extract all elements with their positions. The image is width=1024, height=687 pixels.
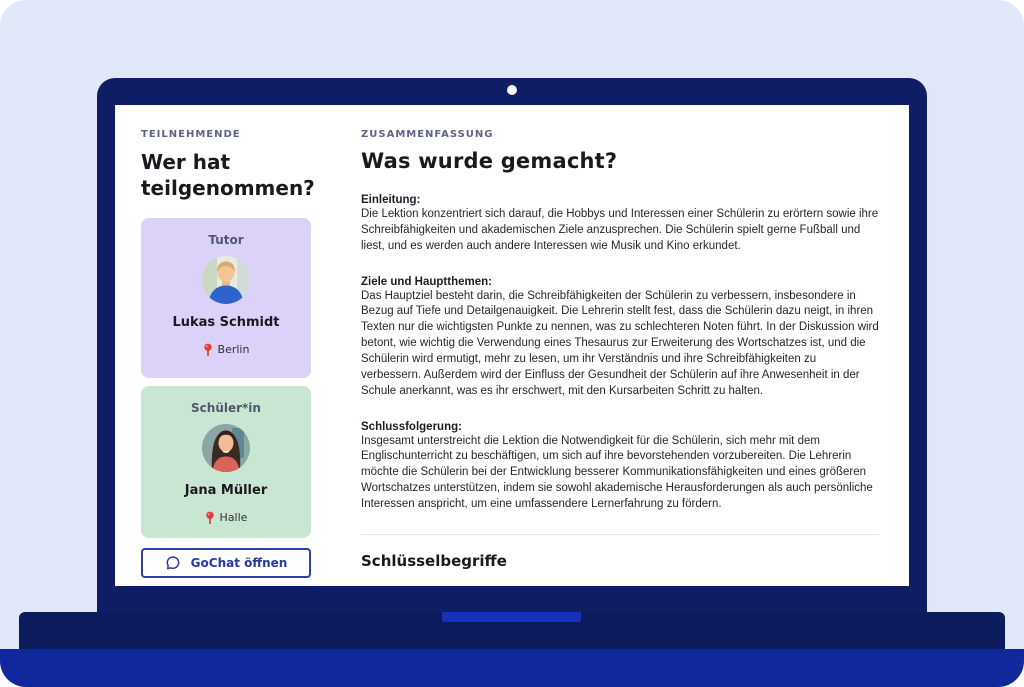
tutor-location: Berlin	[151, 343, 301, 357]
location-pin-icon	[203, 343, 212, 356]
summary-panel: ZUSAMMENFASSUNG Was wurde gemacht? Einle…	[361, 129, 879, 586]
participants-panel: TEILNEHMENDE Wer hat teilgenommen? Tutor	[141, 129, 315, 586]
summary-eyebrow-label: ZUSAMMENFASSUNG	[361, 129, 494, 140]
summary-title: Was wurde gemacht?	[361, 149, 618, 173]
summary-section-ziele: Ziele und Hauptthemen: Das Hauptziel bes…	[361, 276, 879, 400]
tutor-name: Lukas Schmidt	[172, 314, 280, 330]
student-location: Halle	[151, 511, 301, 525]
student-card: Schüler*in Jana Müller	[141, 385, 311, 538]
location-pin-icon	[205, 511, 214, 524]
keywords-title: Schlüsselbegriffe	[361, 551, 507, 570]
tutor-avatar	[202, 255, 250, 304]
summary-section-einleitung: Einleitung: Die Lektion konzentriert sic…	[361, 194, 879, 255]
student-role-label: Schüler*in	[191, 400, 261, 415]
tutor-role-label: Tutor	[208, 232, 244, 247]
participants-eyebrow-label: TEILNEHMENDE	[141, 129, 241, 140]
tutor-location-text: Berlin	[217, 343, 250, 357]
laptop-hinge-notch	[442, 612, 581, 622]
section-heading: Einleitung:	[361, 194, 421, 206]
section-text: Das Hauptziel besteht darin, die Schreib…	[361, 289, 879, 397]
student-name: Jana Müller	[184, 482, 268, 498]
section-divider	[361, 533, 879, 535]
tutor-card: Tutor Lukas Schmidt	[141, 217, 311, 378]
participants-title: Wer hat teilgenommen?	[141, 150, 315, 201]
app-window: TEILNEHMENDE Wer hat teilgenommen? Tutor	[115, 105, 909, 586]
gochat-open-button[interactable]: GoChat öffnen	[141, 547, 311, 578]
laptop-screen-bezel: TEILNEHMENDE Wer hat teilgenommen? Tutor	[97, 78, 927, 612]
webcam-dot	[507, 85, 517, 95]
section-heading: Schlussfolgerung:	[361, 420, 462, 433]
student-avatar	[202, 423, 250, 472]
laptop-base-front	[0, 649, 1024, 687]
chat-bubble-icon	[166, 556, 180, 570]
laptop-base	[19, 612, 1005, 649]
section-heading: Ziele und Hauptthemen:	[361, 275, 492, 288]
gochat-button-label: GoChat öffnen	[190, 555, 288, 570]
section-text: Insgesamt unterstreicht die Lektion die …	[361, 434, 873, 511]
student-location-text: Halle	[219, 511, 248, 525]
section-text: Die Lektion konzentriert sich darauf, di…	[361, 208, 879, 252]
summary-section-schlussfolgerung: Schlussfolgerung: Insgesamt unterstreich…	[361, 421, 879, 513]
